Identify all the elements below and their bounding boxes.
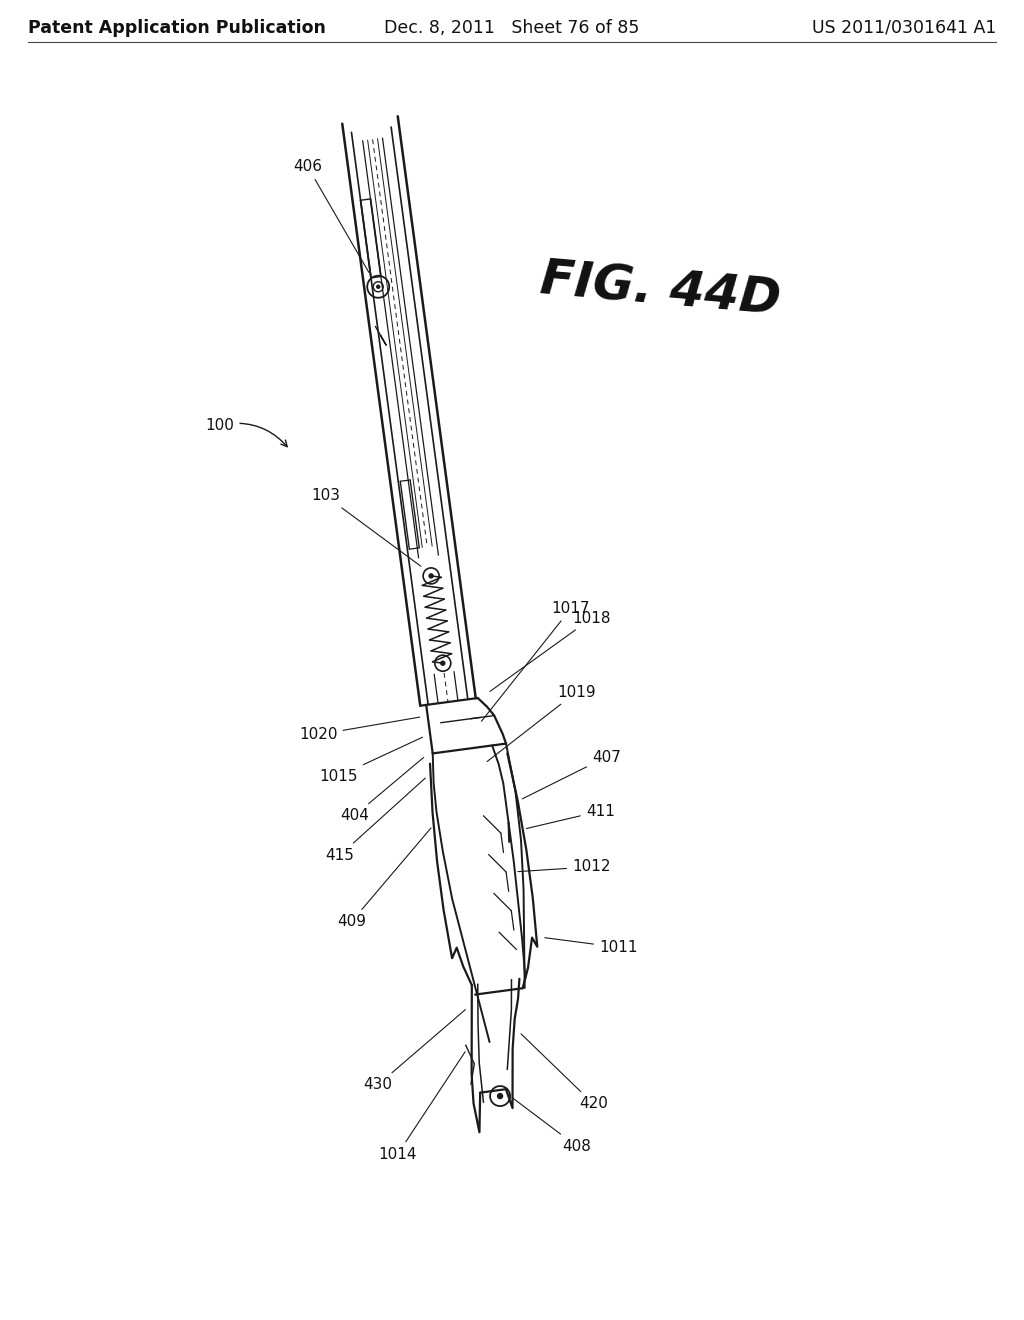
Circle shape [429,574,433,578]
Text: FIG. 44D: FIG. 44D [538,256,782,325]
Text: 1015: 1015 [319,737,423,784]
Text: 1020: 1020 [299,717,420,742]
Text: 1018: 1018 [490,611,611,692]
Text: 408: 408 [512,1098,591,1154]
Text: 411: 411 [526,804,614,829]
Text: Patent Application Publication: Patent Application Publication [28,18,326,37]
Circle shape [498,1093,503,1098]
Text: 407: 407 [522,750,621,799]
Text: 415: 415 [326,777,425,863]
Text: 1014: 1014 [378,1052,465,1162]
Text: 404: 404 [340,758,424,824]
Text: US 2011/0301641 A1: US 2011/0301641 A1 [812,18,996,37]
Text: 409: 409 [337,828,431,929]
Text: 1011: 1011 [545,937,638,954]
Text: 103: 103 [311,488,421,566]
Text: 1017: 1017 [481,601,590,721]
Text: Dec. 8, 2011   Sheet 76 of 85: Dec. 8, 2011 Sheet 76 of 85 [384,18,640,37]
Text: 100: 100 [206,417,287,446]
Text: 1019: 1019 [487,685,596,762]
Circle shape [440,661,444,665]
Text: 1012: 1012 [518,859,610,874]
Circle shape [377,285,380,288]
Text: 406: 406 [293,160,369,272]
Text: 430: 430 [364,1010,465,1093]
Text: 420: 420 [521,1034,608,1111]
